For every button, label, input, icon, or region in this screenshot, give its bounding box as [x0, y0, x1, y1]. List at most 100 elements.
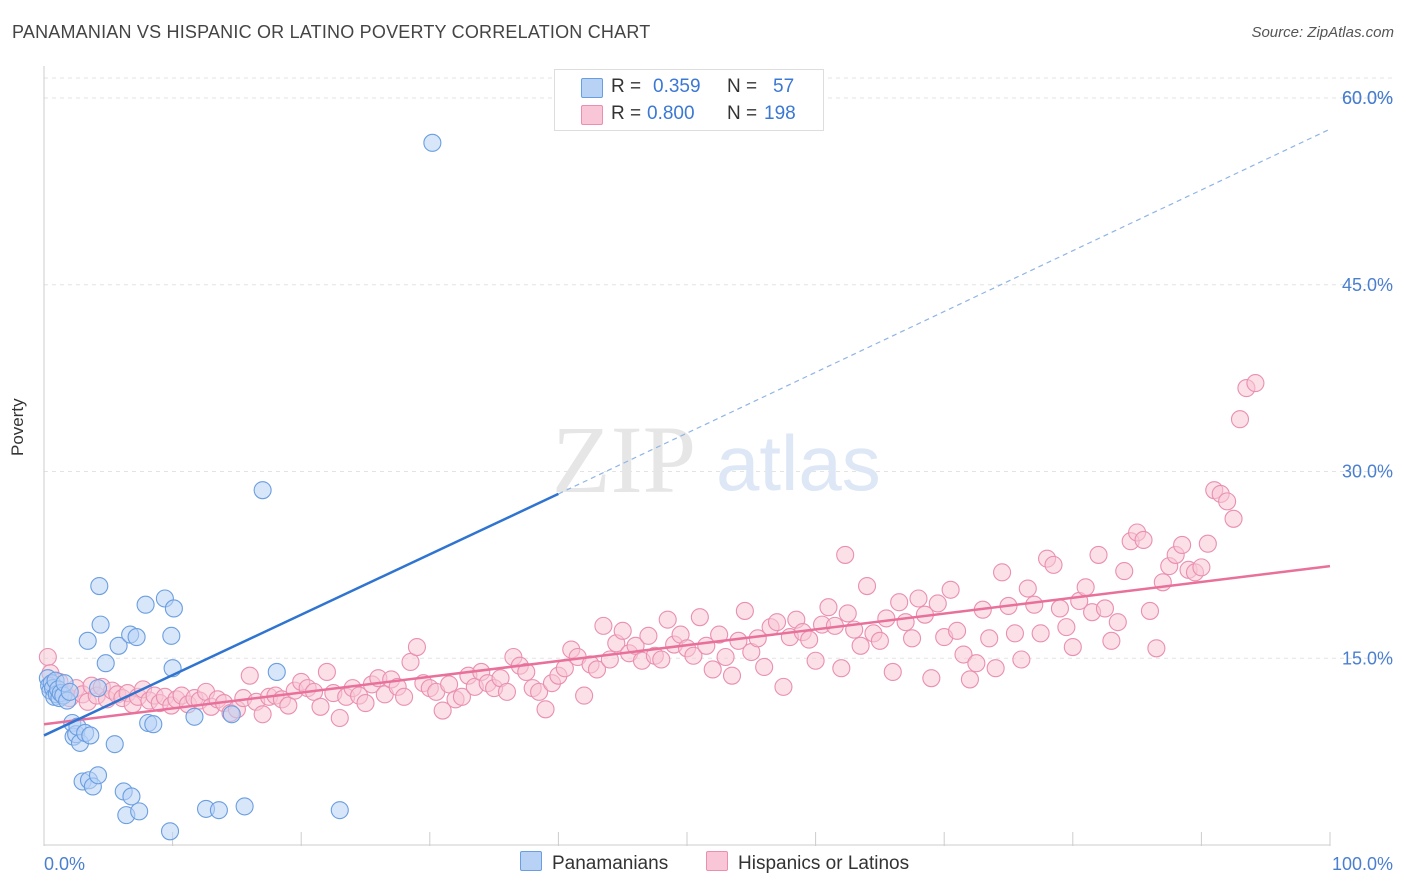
- bottom-legend-label-panamanians: Panamanians: [552, 853, 669, 874]
- hispanic-point: [1134, 530, 1153, 550]
- panamanian-point: [162, 626, 181, 645]
- hispanic-point: [1192, 558, 1211, 577]
- hispanic-point: [1031, 624, 1050, 643]
- hispanic-point: [1224, 509, 1243, 528]
- hispanic-point: [1102, 631, 1121, 650]
- hispanic-point: [497, 682, 517, 701]
- legend-swatch-blue: [581, 78, 603, 98]
- hispanic-point: [928, 594, 947, 613]
- hispanic-point: [1018, 579, 1037, 598]
- hispanic-point: [1005, 624, 1024, 643]
- hispanic-point: [735, 601, 754, 620]
- hispanic-point: [941, 580, 960, 599]
- panamanian-point: [144, 715, 163, 734]
- panamanian-point: [88, 766, 108, 785]
- axes: [43, 66, 1331, 846]
- hispanic-point: [767, 613, 787, 632]
- legend-r-value: 0.800: [647, 103, 695, 124]
- panamanian-point: [235, 797, 254, 816]
- hispanic-point: [1063, 637, 1082, 657]
- hispanic-point: [967, 654, 986, 673]
- hispanic-point: [1140, 601, 1160, 620]
- panamanian-point: [267, 662, 286, 681]
- hispanic-point: [954, 645, 973, 664]
- hispanic-point: [774, 677, 793, 696]
- hispanic-point: [613, 621, 632, 640]
- hispanic-point: [832, 659, 851, 678]
- hispanic-point: [857, 576, 877, 596]
- hispanic-point: [703, 660, 722, 679]
- hispanic-point: [922, 669, 941, 688]
- stats-legend: R = 0.359 N = 57 R = 0.800 N = 198: [554, 69, 824, 131]
- hispanic-point: [1198, 534, 1217, 553]
- y-tick-label: 45.0%: [1342, 275, 1393, 295]
- hispanic-point: [575, 686, 594, 705]
- panamanian-point: [96, 654, 115, 673]
- hispanic-point: [870, 631, 889, 650]
- bottom-legend-swatch-blue: [520, 851, 542, 871]
- tick-labels: 15.0%30.0%45.0%60.0%60.0%0.0% 100.0%: [44, 88, 1393, 874]
- hispanic-point: [806, 651, 825, 670]
- hispanic-point: [948, 621, 967, 640]
- hispanic-trend-line: [43, 564, 1331, 726]
- source-label: Source: ZipAtlas.com: [1251, 24, 1394, 41]
- watermark-atlas: atlas: [716, 419, 881, 507]
- hispanic-point: [980, 629, 999, 648]
- hispanic-point: [896, 613, 915, 632]
- hispanic-point: [1115, 562, 1134, 581]
- legend-swatch-pink: [581, 105, 603, 125]
- y-tick-label: 60.0%: [1342, 88, 1393, 108]
- hispanic-point: [330, 708, 349, 728]
- panamanian-point: [253, 481, 272, 500]
- legend-n-value: 57: [773, 76, 795, 97]
- panamanian-point: [60, 682, 79, 701]
- watermark-zip: ZIP: [552, 406, 696, 513]
- hispanic-point: [240, 666, 259, 685]
- y-tick-label: 15.0%: [1342, 648, 1393, 668]
- hispanic-point: [311, 697, 330, 716]
- hispanic-point: [993, 563, 1012, 582]
- hispanic-point: [851, 636, 870, 655]
- hispanic-point: [1246, 374, 1265, 393]
- panamanian-point: [136, 595, 155, 614]
- chart-title: PANAMANIAN VS HISPANIC OR LATINO POVERTY…: [12, 22, 651, 42]
- panamanian-trend-extension: [558, 128, 1331, 495]
- hispanic-point: [407, 637, 426, 657]
- panamanian-point: [185, 707, 204, 726]
- panamanian-point: [78, 631, 97, 650]
- hispanic-point: [716, 647, 735, 667]
- panamanian-point: [91, 615, 110, 634]
- hispanic-point: [452, 687, 472, 706]
- panamanian-point: [127, 628, 146, 647]
- hispanic-point: [819, 598, 838, 617]
- hispanic-point: [1095, 599, 1114, 618]
- panamanian-point: [130, 802, 149, 821]
- hispanic-point: [594, 616, 613, 635]
- hispanic-point: [838, 604, 857, 623]
- bottom-legend-swatch-pink: [706, 851, 728, 871]
- hispanic-point: [960, 670, 979, 689]
- legend-n-value: 198: [764, 103, 796, 124]
- hispanic-point: [440, 675, 459, 694]
- panamanian-point: [122, 787, 141, 806]
- panamanian-point: [160, 822, 180, 841]
- hispanic-point: [433, 701, 452, 720]
- bottom-legend-label-hispanics: Hispanics or Latinos: [738, 853, 910, 874]
- hispanic-point: [1076, 578, 1095, 597]
- hispanic-point: [317, 662, 336, 681]
- panamanian-point: [105, 735, 124, 754]
- panamanian-point: [81, 726, 100, 745]
- hispanic-point: [755, 657, 774, 677]
- panamanian-trend-line: [43, 492, 559, 737]
- hispanic-point: [800, 630, 819, 649]
- panamanian-point: [88, 679, 108, 698]
- hispanic-point: [710, 625, 729, 644]
- hispanic-point: [1147, 639, 1166, 658]
- hispanic-point: [652, 650, 671, 669]
- bottom-legend-hispanics: Hispanics or Latinos: [706, 851, 909, 875]
- hispanic-point: [890, 593, 909, 612]
- hispanic-point: [1173, 535, 1192, 555]
- hispanic-point: [1025, 595, 1044, 614]
- hispanic-point: [1044, 555, 1063, 574]
